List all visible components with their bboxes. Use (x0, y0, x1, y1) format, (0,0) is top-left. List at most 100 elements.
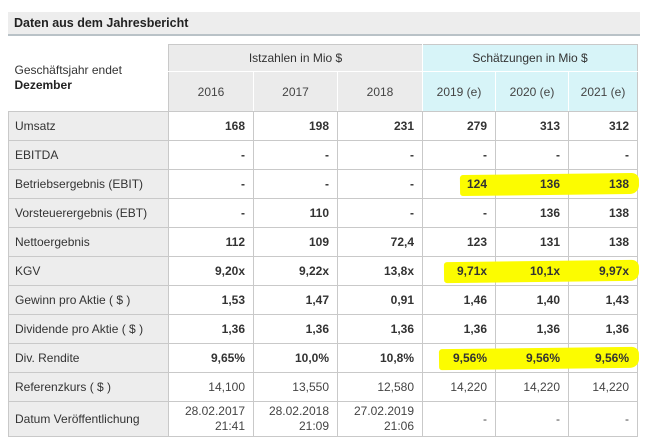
cell-value: 14,100 (208, 379, 245, 394)
cell-value: 9,65% (210, 350, 245, 365)
table-cell: 1,40 (495, 285, 570, 315)
cell-value: - (325, 147, 329, 162)
cell-value: 110 (309, 205, 329, 220)
cell-value: 10,1x (529, 263, 561, 278)
table-cell: 1,46 (422, 285, 497, 315)
row-label: EBITDA (8, 140, 169, 170)
table-cell: - (422, 401, 497, 437)
cell-value: - (325, 176, 329, 191)
table-row: Datum Veröffentlichung 28.02.2017 21:41 28… (8, 401, 639, 437)
table-cell: - (253, 169, 338, 199)
cell-value: 138 (608, 176, 630, 191)
table-row: Betriebsergebnis (EBIT) - - - 124 136 138 (8, 169, 640, 199)
table-row: Vorsteuerergebnis (EBT) - 110 - - 136 138 (8, 198, 639, 228)
table-row: Nettoergebnis 112 109 72,4 123 131 138 (8, 227, 639, 257)
table-cell: - (495, 401, 570, 437)
table-cell: - (422, 198, 497, 228)
table-cell: 123 (422, 227, 497, 257)
cell-value: 9,97x (598, 263, 630, 278)
table-cell: 13,550 (253, 372, 338, 402)
cell-value: 13,550 (292, 379, 329, 394)
cell-value: 12,580 (377, 379, 415, 394)
cell-value: 1,36 (221, 321, 245, 336)
table-cell: 13,8x (336, 256, 424, 286)
cell-value: 9,56% (525, 350, 561, 365)
cell-value: 72,4 (390, 234, 415, 249)
fiscal-year-month: Dezember (14, 77, 72, 92)
fiscal-year-label: Geschäftsjahr endet (14, 62, 122, 77)
table-cell: 1,36 (568, 314, 639, 344)
cell-value: 112 (225, 234, 245, 249)
year-column-2016: 2016 (168, 71, 254, 112)
row-label: Referenzkurs ( $ ) (8, 372, 169, 402)
cell-value: 198 (308, 118, 329, 133)
row-label: Nettoergebnis (8, 227, 169, 257)
table-cell: - (495, 140, 570, 170)
table-cell: 14,100 (168, 372, 254, 402)
row-label: KGV (8, 256, 169, 286)
cell-value: 28.02.2017 21:41 (184, 404, 245, 433)
table-cell: 9,22x (253, 256, 338, 286)
table-cell: 28.02.2018 21:09 (253, 401, 338, 437)
cell-value: 10,8% (379, 350, 415, 365)
row-label: Dividende pro Aktie ( $ ) (8, 314, 169, 344)
table-cell: - (422, 140, 497, 170)
cell-value: 312 (608, 118, 630, 133)
table-row: Referenzkurs ( $ ) 14,100 13,550 12,580 14,2… (8, 372, 639, 402)
table-cell: 279 (422, 111, 497, 141)
table-cell: 1,36 (253, 314, 338, 344)
section-title-bar: Daten aus dem Jahresbericht (8, 12, 640, 36)
cell-value: 14,220 (523, 379, 561, 394)
table-cell: 1,53 (168, 285, 254, 315)
cell-value: 136 (539, 176, 561, 191)
table-row: Gewinn pro Aktie ( $ ) 1,53 1,47 0,91 1,46 1,… (8, 285, 639, 315)
cell-value: - (625, 411, 630, 426)
table-cell: - (336, 140, 424, 170)
row-label: Div. Rendite (8, 343, 169, 373)
table-cell: 1,36 (422, 314, 497, 344)
table-cell: 168 (168, 111, 254, 141)
year-column-2019e: 2019 (e) (422, 71, 497, 112)
cell-value: 27.02.2019 21:06 (353, 404, 415, 433)
cell-value: 1,40 (536, 292, 561, 307)
table-cell: 112 (168, 227, 254, 257)
cell-value: 231 (393, 118, 415, 133)
table-cell: 12,580 (336, 372, 424, 402)
row-label: Betriebsergebnis (EBIT) (8, 169, 169, 199)
table-cell: 109 (253, 227, 338, 257)
section-title: Daten aus dem Jahresbericht (14, 16, 189, 30)
cell-value: 138 (608, 234, 630, 249)
table-cell: 9,71x (422, 256, 640, 286)
cell-value: - (241, 205, 245, 220)
cell-value: 279 (466, 118, 488, 133)
table-cell: 0,91 (336, 285, 424, 315)
cell-value: 28.02.2018 21:09 (268, 404, 329, 433)
table-cell: 138 (568, 198, 639, 228)
annual-report-table: Geschäftsjahr endet Dezember Istzahlen i… (8, 44, 640, 437)
cell-value: 1,46 (463, 292, 488, 307)
table-row: Dividende pro Aktie ( $ ) 1,36 1,36 1,36 1,3… (8, 314, 639, 344)
table-cell: 9,20x (168, 256, 254, 286)
year-column-2018: 2018 (336, 71, 424, 112)
table-cell: 9,56% (422, 343, 640, 373)
cell-value: - (625, 147, 630, 162)
cell-value: 9,71x (456, 263, 488, 278)
table-cell: 9,65% (168, 343, 254, 373)
estimates-group-header: Schätzungen in Mio $ (422, 44, 639, 72)
cell-value: 1,36 (536, 321, 561, 336)
table-cell: 14,220 (422, 372, 497, 402)
cell-value: 1,36 (463, 321, 488, 336)
table-cell: 313 (495, 111, 570, 141)
cell-value: - (483, 205, 488, 220)
cell-value: - (241, 147, 245, 162)
table-cell: - (253, 140, 338, 170)
table-cell: 14,220 (495, 372, 570, 402)
table-cell: 72,4 (336, 227, 424, 257)
year-column-2017: 2017 (253, 71, 338, 112)
table-cell: 10,0% (253, 343, 338, 373)
table-cell: 1,36 (168, 314, 254, 344)
cell-value: 13,8x (383, 263, 415, 278)
table-cell: 231 (336, 111, 424, 141)
cell-value: 1,36 (305, 321, 329, 336)
cell-value: 14,220 (592, 379, 630, 394)
